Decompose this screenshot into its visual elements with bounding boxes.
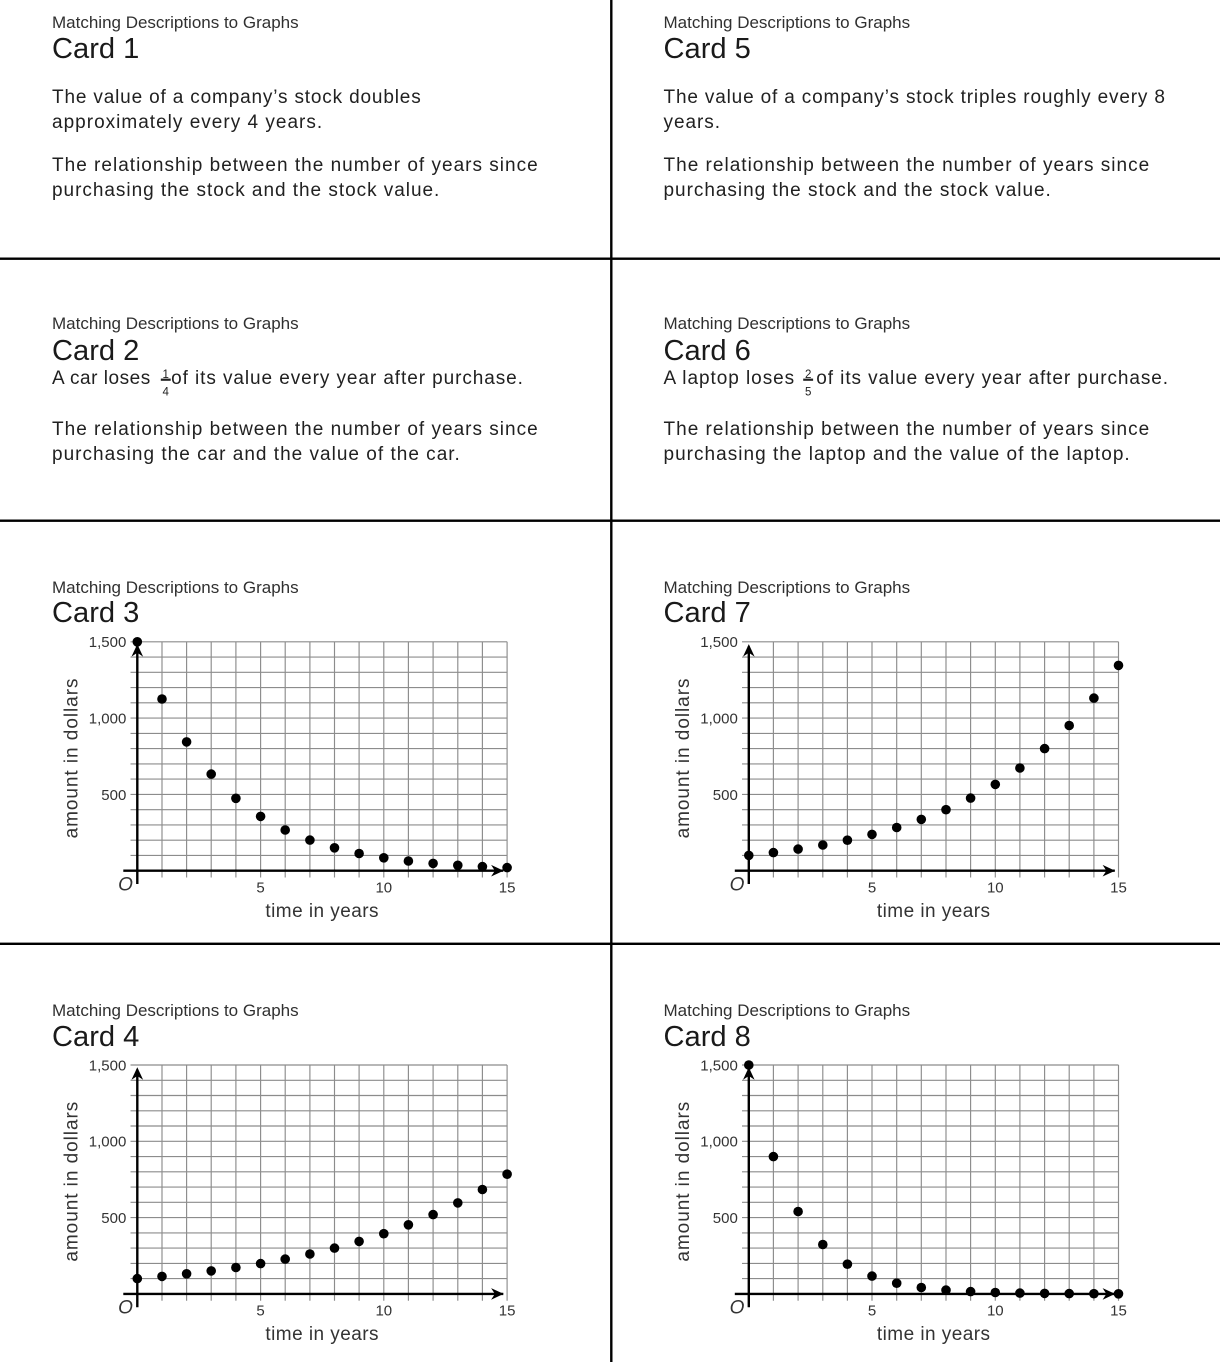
svg-text:1,000: 1,000	[700, 711, 738, 728]
svg-text:500: 500	[713, 787, 738, 804]
svg-text:1,000: 1,000	[89, 711, 127, 728]
svg-text:amount in dollars: amount in dollars	[61, 678, 82, 839]
svg-text:O: O	[118, 1298, 133, 1319]
svg-text:500: 500	[713, 1210, 738, 1227]
svg-text:time in years: time in years	[265, 901, 379, 922]
svg-text:amount in dollars: amount in dollars	[673, 678, 694, 839]
svg-text:15: 15	[499, 880, 516, 897]
svg-text:1,500: 1,500	[89, 1057, 127, 1074]
svg-text:500: 500	[101, 1210, 126, 1227]
svg-text:amount in dollars: amount in dollars	[673, 1101, 694, 1262]
svg-text:5: 5	[868, 1303, 876, 1320]
svg-text:time in years: time in years	[265, 1324, 379, 1345]
svg-text:1,000: 1,000	[700, 1134, 738, 1151]
svg-text:1,500: 1,500	[700, 634, 738, 651]
svg-text:5: 5	[805, 386, 811, 398]
svg-text:O: O	[730, 875, 745, 896]
svg-text:10: 10	[375, 880, 392, 897]
svg-text:O: O	[118, 875, 133, 896]
svg-text:2: 2	[805, 369, 811, 381]
svg-text:5: 5	[256, 880, 264, 897]
svg-text:15: 15	[1110, 1303, 1127, 1320]
svg-text:4: 4	[162, 386, 169, 398]
svg-text:time in years: time in years	[877, 901, 991, 922]
svg-text:1: 1	[162, 369, 168, 381]
svg-text:1,500: 1,500	[89, 634, 127, 651]
svg-text:1,000: 1,000	[89, 1134, 127, 1151]
svg-text:amount in dollars: amount in dollars	[61, 1101, 82, 1262]
svg-text:5: 5	[868, 880, 876, 897]
svg-text:1,500: 1,500	[700, 1057, 738, 1074]
svg-text:15: 15	[1110, 880, 1127, 897]
svg-text:500: 500	[101, 787, 126, 804]
svg-text:10: 10	[987, 880, 1004, 897]
svg-text:10: 10	[987, 1303, 1004, 1320]
svg-text:10: 10	[375, 1303, 392, 1320]
svg-text:O: O	[730, 1298, 745, 1319]
svg-text:time in years: time in years	[877, 1324, 991, 1345]
svg-text:15: 15	[499, 1303, 516, 1320]
svg-text:5: 5	[256, 1303, 264, 1320]
